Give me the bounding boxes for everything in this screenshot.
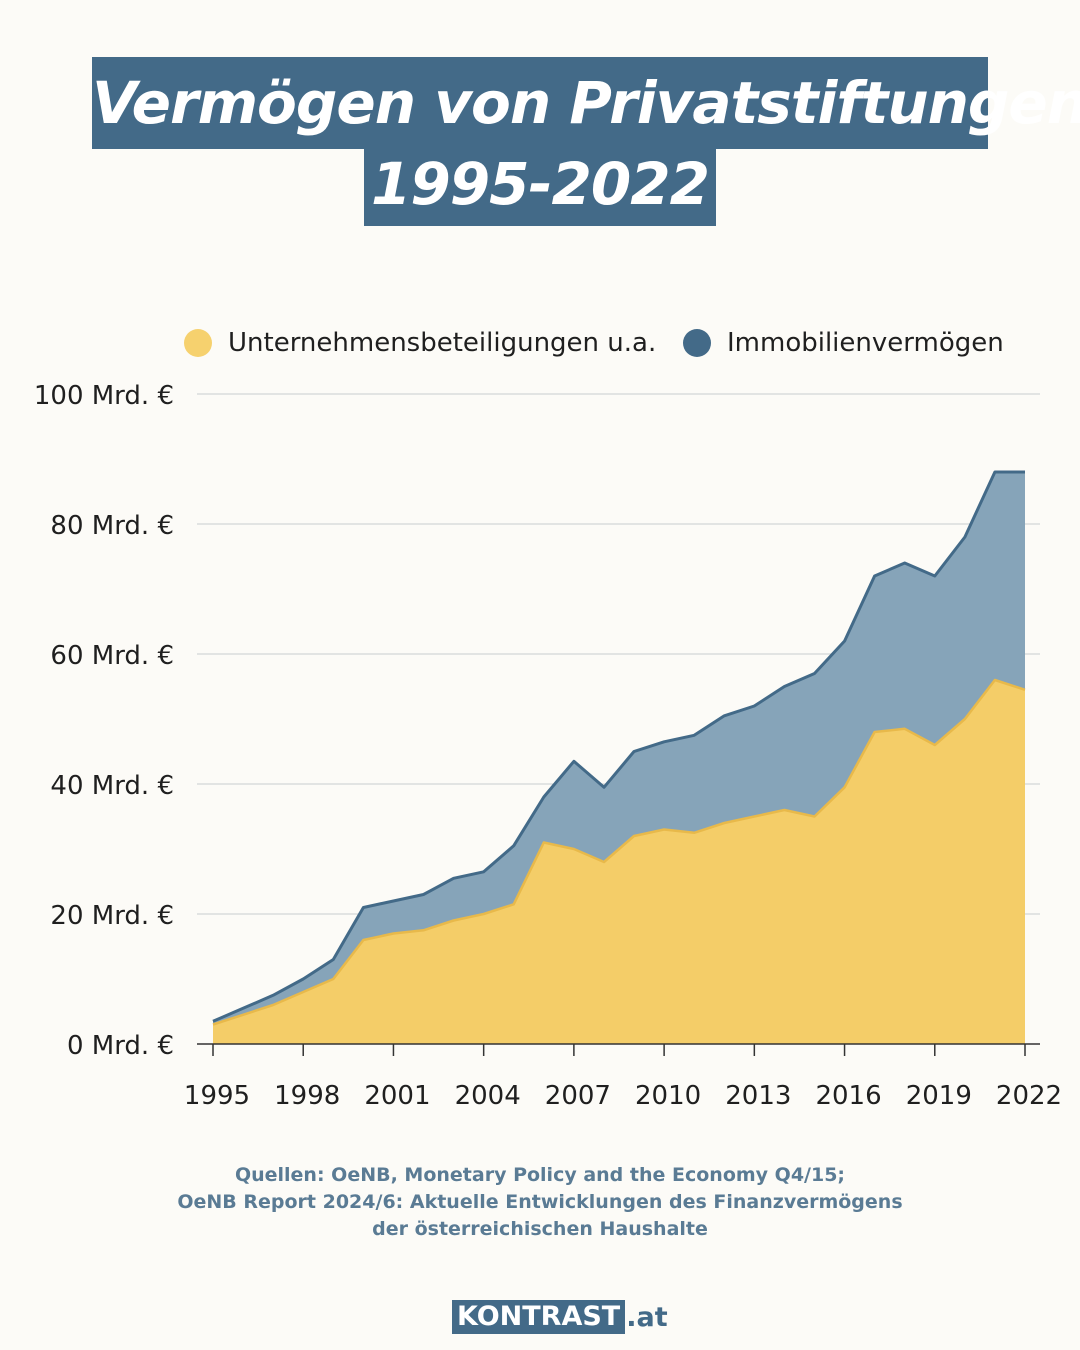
line-immobilienvermoegen	[212, 470, 1025, 1023]
y-tick-label: 80 Mrd. €	[50, 511, 174, 541]
x-tick-label: 2013	[725, 1081, 791, 1111]
x-tick-label: 2019	[906, 1081, 972, 1111]
x-tick-label: 2001	[364, 1081, 430, 1111]
chart-legend: Unternehmensbeteiligungen u.a. Immobilie…	[0, 328, 1080, 368]
legend-label: Immobilienvermögen	[727, 328, 1004, 358]
source-line-3: der österreichischen Haushalte	[372, 1218, 708, 1240]
page-subtitle: 1995-2022	[364, 149, 716, 226]
x-tick-label: 2022	[996, 1081, 1062, 1111]
stacked-area-chart: 0 Mrd. € 20 Mrd. € 40 Mrd. € 60 Mrd. € 80 Mr…	[34, 381, 1062, 1111]
y-tick-label: 40 Mrd. €	[50, 771, 174, 801]
area-unternehmensbeteiligungen	[213, 680, 1025, 1044]
x-tick-label: 2010	[635, 1081, 701, 1111]
x-tick-label: 2007	[545, 1081, 611, 1111]
x-tick-label: 1995	[184, 1081, 250, 1111]
legend-swatch-yellow	[184, 329, 212, 357]
area-immobilienvermoegen	[213, 472, 1025, 1025]
logo-wordmark: KONTRAST	[452, 1300, 626, 1334]
legend-item-immobilienvermoegen: Immobilienvermögen	[683, 328, 1004, 358]
kontrast-logo: KONTRAST .at	[452, 1300, 668, 1334]
logo-suffix: .at	[626, 1301, 668, 1333]
page-title: Vermögen von Privatstiftungen	[92, 57, 1080, 149]
source-line-1: Quellen: OeNB, Monetary Policy and the E…	[234, 1164, 846, 1186]
legend-label: Unternehmensbeteiligungen u.a.	[228, 328, 657, 358]
y-tick-label: 60 Mrd. €	[50, 641, 174, 671]
y-tick-label: 20 Mrd. €	[50, 901, 174, 931]
x-tick-label: 1998	[274, 1081, 340, 1111]
legend-swatch-blue	[683, 329, 711, 357]
legend-item-unternehmensbeteiligungen: Unternehmensbeteiligungen u.a.	[184, 328, 656, 358]
source-note: Quellen: OeNB, Monetary Policy and the E…	[0, 1162, 1080, 1243]
y-tick-label: 100 Mrd. €	[34, 381, 174, 411]
x-tick-label: 2004	[455, 1081, 521, 1111]
line-unternehmensbeteiligungen	[212, 678, 1026, 1026]
y-tick-label: 0 Mrd. €	[67, 1031, 174, 1061]
x-tick-label: 2016	[815, 1081, 881, 1111]
source-line-2: OeNB Report 2024/6: Aktuelle Entwicklung…	[177, 1191, 903, 1213]
